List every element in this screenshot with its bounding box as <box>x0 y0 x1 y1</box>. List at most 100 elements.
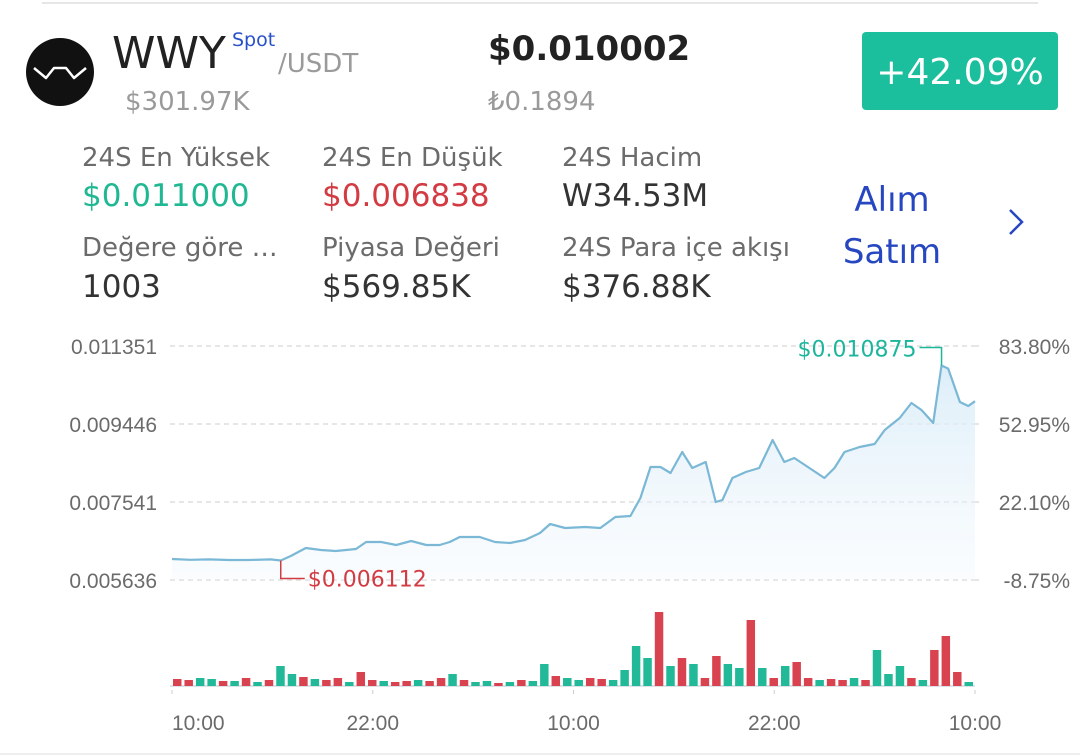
stat-value: $569.85K <box>322 269 471 305</box>
volume-bar <box>608 680 618 686</box>
volume-bar <box>345 682 354 686</box>
volume-bar <box>884 674 893 686</box>
volume-bar <box>390 682 400 686</box>
volume-bar <box>195 678 205 686</box>
volume-bar <box>872 650 882 686</box>
volume-bar <box>700 678 710 686</box>
change[interactable]: +42.09% <box>876 52 1043 93</box>
volume-bar <box>517 680 526 686</box>
volume-bar <box>895 666 905 686</box>
x-tick-label: 22:00 <box>748 712 801 735</box>
trade-link[interactable]: Alım <box>854 180 929 220</box>
volume-bar <box>310 679 320 686</box>
volume: $301.97K <box>125 87 251 117</box>
volume-bar <box>448 674 457 686</box>
volume-bar <box>712 656 721 686</box>
volume-bar <box>803 678 813 686</box>
volume-bar <box>964 682 973 686</box>
y-tick-label: 0.009446 <box>69 414 157 437</box>
spot-badge: Spot <box>232 29 275 51</box>
volume-bar <box>689 664 698 686</box>
volume-bar <box>322 680 331 686</box>
volume-bar <box>585 678 595 686</box>
stat-label: Piyasa Değeri <box>322 233 500 263</box>
volume-bar <box>184 680 193 686</box>
volume-bar <box>413 680 423 686</box>
volume-bar <box>780 666 790 686</box>
stat-label: 24S En Düşük <box>322 143 503 173</box>
volume-bar <box>505 682 515 686</box>
annotation: $0.010875 <box>798 337 917 362</box>
volume-bar <box>746 620 756 686</box>
stat-label: 24S En Yüksek <box>82 143 270 173</box>
price-local: ₺0.1894 <box>488 87 596 117</box>
volume-bar <box>953 672 962 686</box>
volume-bar <box>758 668 767 686</box>
volume-bar <box>241 678 251 686</box>
volume-bar <box>264 680 274 686</box>
volume-bar <box>540 664 549 686</box>
y2-tick-label: 83.80% <box>999 336 1070 359</box>
x-tick-label: 10:00 <box>172 712 225 735</box>
volume-bar <box>735 668 744 686</box>
stat-label: 24S Hacim <box>562 143 702 173</box>
volume-bar <box>356 672 366 686</box>
x-tick-label: 10:00 <box>949 712 1002 735</box>
annotation-leader <box>919 346 943 366</box>
volume-bar <box>368 680 377 686</box>
trade-link[interactable]: Satım <box>843 232 941 272</box>
y-tick-label: 0.011351 <box>71 336 157 359</box>
volume-bar <box>941 636 951 686</box>
y2-tick-label: 22.10% <box>999 492 1070 515</box>
annotation-leader <box>279 560 305 580</box>
x-tick-label: 10:00 <box>547 712 600 735</box>
volume-bar <box>643 658 652 686</box>
volume-bar <box>253 682 262 686</box>
volume-bar <box>654 612 664 686</box>
change-badge[interactable] <box>862 32 1058 110</box>
volume-bar <box>918 680 928 686</box>
volume-bar <box>677 658 687 686</box>
volume-bar <box>769 678 778 686</box>
volume-bar <box>723 664 733 686</box>
stat-value: $0.006838 <box>322 178 490 214</box>
volume-bar <box>930 650 939 686</box>
annotation: $0.006112 <box>308 568 427 593</box>
stat-label: 24S Para içe akışı <box>562 233 790 263</box>
volume-bar <box>287 674 297 686</box>
volume-bar <box>551 676 561 686</box>
volume-bar <box>299 677 308 686</box>
area <box>172 365 975 580</box>
price: $0.010002 <box>488 29 690 69</box>
volume-bar <box>907 678 916 686</box>
volume-bar <box>276 666 285 686</box>
symbol: WWY <box>112 28 226 79</box>
volume-bar <box>528 681 538 686</box>
price-line <box>171 364 976 562</box>
volume-bar <box>631 646 641 686</box>
volume-bar <box>333 678 343 686</box>
y-tick-label: 0.007541 <box>69 492 157 515</box>
volume-bar <box>402 681 411 686</box>
volume-bar <box>792 662 801 686</box>
y-tick-label: 0.005636 <box>69 570 157 593</box>
volume-bar <box>849 678 859 686</box>
volume-bar <box>207 679 216 686</box>
stat-value: W34.53M <box>562 178 708 214</box>
volume-bar <box>436 678 446 686</box>
volume-bar <box>666 666 675 686</box>
volume-bar <box>459 680 469 686</box>
volume-bar <box>471 682 480 686</box>
stat-value: $0.011000 <box>82 178 250 214</box>
volume-bar <box>379 681 388 686</box>
volume-bar <box>861 680 870 686</box>
chevron[interactable] <box>1009 209 1024 235</box>
volume-bar <box>173 679 182 686</box>
volume-bar <box>482 681 492 686</box>
stat-value: $376.88K <box>562 269 711 305</box>
stat-value: 1003 <box>82 269 161 305</box>
y2-tick-label: 52.95% <box>999 414 1070 437</box>
volume-bar <box>218 681 228 686</box>
volume-bar <box>230 681 239 686</box>
